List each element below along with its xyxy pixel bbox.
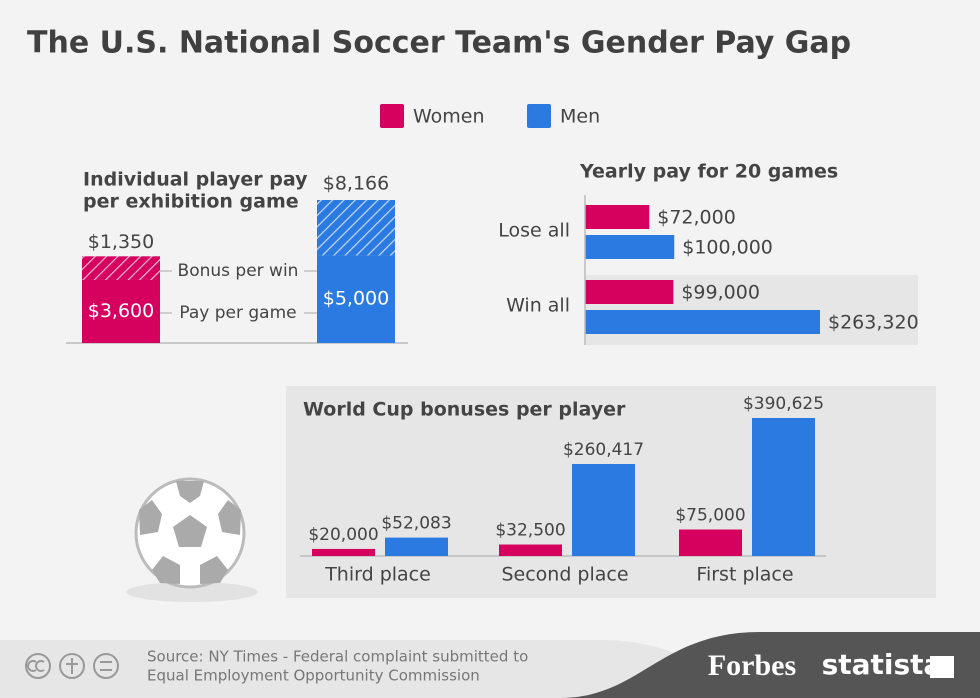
brand-statista: statista <box>822 648 943 681</box>
value-label: $5,000 <box>323 288 389 310</box>
chart-title: Individual player pay <box>83 169 308 191</box>
source-line: Equal Employment Opportunity Commission <box>147 667 480 685</box>
statista-icon <box>930 656 954 678</box>
bar <box>585 205 650 229</box>
brand-band <box>560 632 980 698</box>
value-label: $52,083 <box>381 514 451 534</box>
series-annotation: Bonus per win <box>178 261 299 281</box>
bar-segment <box>317 255 395 343</box>
value-label: $263,320 <box>828 312 919 334</box>
license-icons <box>25 653 119 679</box>
bar-segment <box>82 279 160 343</box>
yearly-chart: Yearly pay for 20 games $72,000 $100,000 Lo… <box>498 161 919 345</box>
value-label: $99,000 <box>681 282 760 304</box>
bar <box>752 418 815 556</box>
bar-segment <box>317 200 395 256</box>
bar <box>585 280 674 304</box>
category-label: Second place <box>501 564 628 586</box>
value-label: $390,625 <box>743 394 824 414</box>
chart-title: per exhibition game <box>83 191 299 213</box>
value-label: $20,000 <box>308 525 378 545</box>
series-annotation: Pay per game <box>179 303 296 323</box>
value-label: $100,000 <box>682 237 773 259</box>
worldcup-chart: World Cup bonuses per player $20,000$52,0… <box>300 394 826 586</box>
bar <box>679 529 742 556</box>
legend-swatch <box>527 104 551 128</box>
annotation-bg <box>172 259 304 283</box>
page-title: The U.S. National Soccer Team's Gender P… <box>27 26 851 61</box>
chart-title: World Cup bonuses per player <box>303 399 626 421</box>
soccer-ball <box>126 477 258 602</box>
legend-label: Men <box>560 106 600 128</box>
value-label: $72,000 <box>657 207 736 229</box>
value-label: $3,600 <box>88 300 154 322</box>
chart-title: Yearly pay for 20 games <box>579 161 838 183</box>
legend-swatch <box>380 104 404 128</box>
footer-band <box>0 640 820 698</box>
bar <box>385 537 448 556</box>
legend-label: Women <box>413 106 485 128</box>
value-label: $32,500 <box>495 521 565 541</box>
value-label: $1,350 <box>88 231 154 253</box>
value-label: $75,000 <box>675 506 745 526</box>
category-label: Third place <box>324 564 431 586</box>
source-line: Source: NY Times - Federal complaint sub… <box>147 648 528 666</box>
bar <box>585 235 675 259</box>
brand-forbes: Forbes <box>708 649 796 682</box>
legend: Women Men <box>380 104 600 128</box>
value-label: $260,417 <box>563 440 644 460</box>
total-label: $8,166 <box>323 173 389 195</box>
category-label: First place <box>696 564 793 586</box>
bar <box>312 548 375 556</box>
bar <box>585 310 820 334</box>
bar-segment <box>82 256 160 280</box>
annotation-bg <box>172 301 304 325</box>
category-label: Lose all <box>498 220 570 242</box>
bar <box>499 544 562 556</box>
bar <box>572 463 635 556</box>
category-label: Win all <box>506 295 570 317</box>
